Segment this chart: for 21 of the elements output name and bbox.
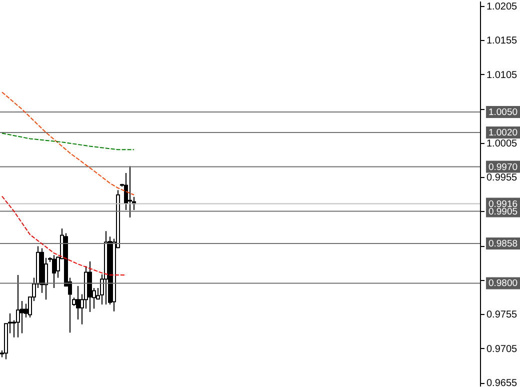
line-series — [2, 92, 134, 196]
candlestick — [16, 274, 20, 338]
line-series — [2, 132, 134, 150]
y-tick-label: 0.9655 — [486, 378, 518, 387]
ref-line-label: 1.0020 — [488, 128, 518, 139]
y-tick-label: 0.9755 — [486, 310, 518, 321]
y-tick-label: 1.0005 — [486, 138, 518, 150]
candlestick — [52, 254, 56, 289]
y-tick-label: 1.0105 — [486, 70, 518, 81]
ref-line-label: 1.0050 — [488, 106, 518, 118]
candlestick — [76, 285, 80, 320]
line-series — [2, 196, 126, 276]
y-tick-label: 1.0155 — [486, 36, 518, 47]
y-tick-label: 0.9955 — [486, 172, 518, 184]
candlestick — [128, 166, 132, 218]
ref-line-label: 0.9858 — [488, 238, 518, 250]
ref-line-label: 0.9970 — [488, 162, 518, 173]
ref-line-label: 0.9905 — [488, 206, 518, 218]
y-tick-label: 0.9705 — [486, 344, 518, 355]
y-tick-label: 1.0205 — [486, 1, 518, 12]
ref-line-label: 0.9800 — [488, 278, 518, 290]
